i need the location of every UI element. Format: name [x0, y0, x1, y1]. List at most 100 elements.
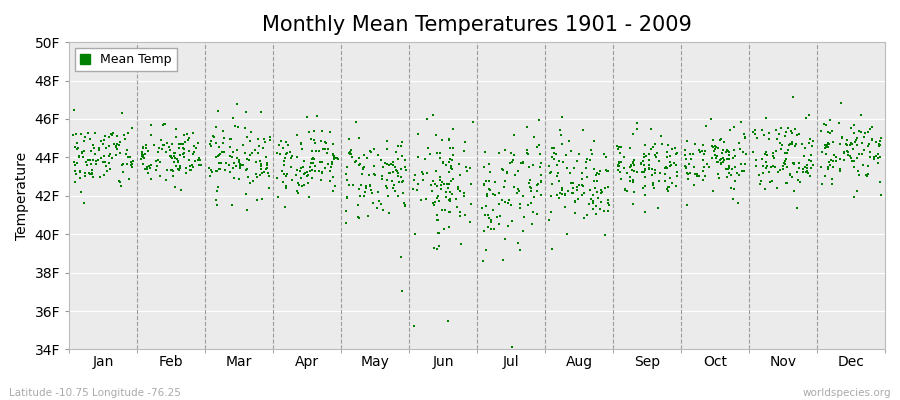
Point	[626, 157, 641, 163]
Point	[389, 166, 403, 173]
Point	[711, 171, 725, 178]
Point	[71, 154, 86, 161]
Point	[176, 140, 191, 147]
Point	[669, 151, 683, 157]
Point	[837, 150, 851, 157]
Point	[820, 144, 834, 151]
Point	[722, 156, 736, 162]
Point	[76, 154, 90, 160]
Point	[140, 164, 154, 170]
Point	[368, 172, 382, 178]
Point	[245, 150, 259, 156]
Point	[150, 163, 165, 169]
Point	[560, 164, 574, 171]
Point	[505, 217, 519, 224]
Point	[586, 206, 600, 212]
Point	[326, 140, 340, 147]
Point	[227, 174, 241, 181]
Point	[709, 154, 724, 161]
Point	[511, 240, 526, 247]
Point	[406, 186, 420, 192]
Point	[488, 179, 502, 185]
Point	[324, 164, 338, 170]
Point	[817, 173, 832, 180]
Point	[806, 138, 820, 144]
Point	[611, 146, 625, 152]
Point	[763, 179, 778, 186]
Point	[344, 146, 358, 153]
Point	[84, 170, 98, 177]
Point	[719, 166, 733, 172]
Point	[457, 148, 472, 154]
Point	[348, 119, 363, 126]
Point	[444, 178, 458, 184]
Point	[253, 172, 267, 178]
Point	[176, 154, 191, 160]
Point	[696, 142, 710, 148]
Point	[778, 132, 793, 139]
Point	[418, 196, 433, 202]
Point	[833, 166, 848, 172]
Point	[443, 156, 457, 162]
Point	[338, 171, 353, 178]
Point	[429, 195, 444, 202]
Point	[118, 136, 132, 142]
Point	[315, 128, 329, 134]
Point	[306, 160, 320, 166]
Point	[375, 206, 390, 213]
Point	[832, 141, 847, 147]
Point	[391, 156, 405, 162]
Point	[140, 166, 154, 172]
Point	[778, 160, 792, 166]
Point	[308, 162, 322, 169]
Point	[492, 201, 507, 207]
Point	[667, 160, 681, 166]
Point	[478, 212, 492, 218]
Point	[523, 184, 537, 190]
Point	[224, 136, 238, 142]
Point	[318, 146, 332, 152]
Point	[612, 159, 626, 166]
Point	[248, 171, 263, 177]
Point	[442, 181, 456, 188]
Point	[294, 140, 309, 146]
Point	[797, 153, 812, 159]
Point	[786, 160, 800, 167]
Point	[144, 176, 158, 182]
Point	[450, 204, 464, 210]
Point	[166, 173, 180, 179]
Point	[351, 214, 365, 220]
Point	[358, 188, 373, 195]
Point	[516, 193, 530, 200]
Point	[164, 167, 178, 174]
Point	[873, 154, 887, 160]
Point	[392, 178, 406, 185]
Point	[81, 156, 95, 163]
Point	[848, 139, 862, 146]
Point	[504, 150, 518, 156]
Point	[638, 183, 652, 190]
Point	[487, 226, 501, 232]
Point	[411, 154, 426, 160]
Point	[521, 202, 535, 208]
Point	[635, 158, 650, 165]
Point	[339, 194, 354, 200]
Point	[530, 211, 544, 217]
Point	[342, 136, 356, 142]
Point	[780, 164, 795, 170]
Point	[871, 142, 886, 149]
Point	[357, 152, 372, 158]
Point	[410, 187, 424, 194]
Point	[683, 151, 698, 158]
Point	[238, 125, 252, 131]
Point	[180, 131, 194, 137]
Point	[550, 192, 564, 198]
Point	[430, 217, 445, 224]
Point	[154, 137, 168, 144]
Point	[530, 211, 544, 218]
Point	[142, 163, 157, 170]
Point	[580, 174, 595, 180]
Point	[136, 154, 150, 160]
Point	[732, 140, 746, 146]
Point	[102, 152, 116, 159]
